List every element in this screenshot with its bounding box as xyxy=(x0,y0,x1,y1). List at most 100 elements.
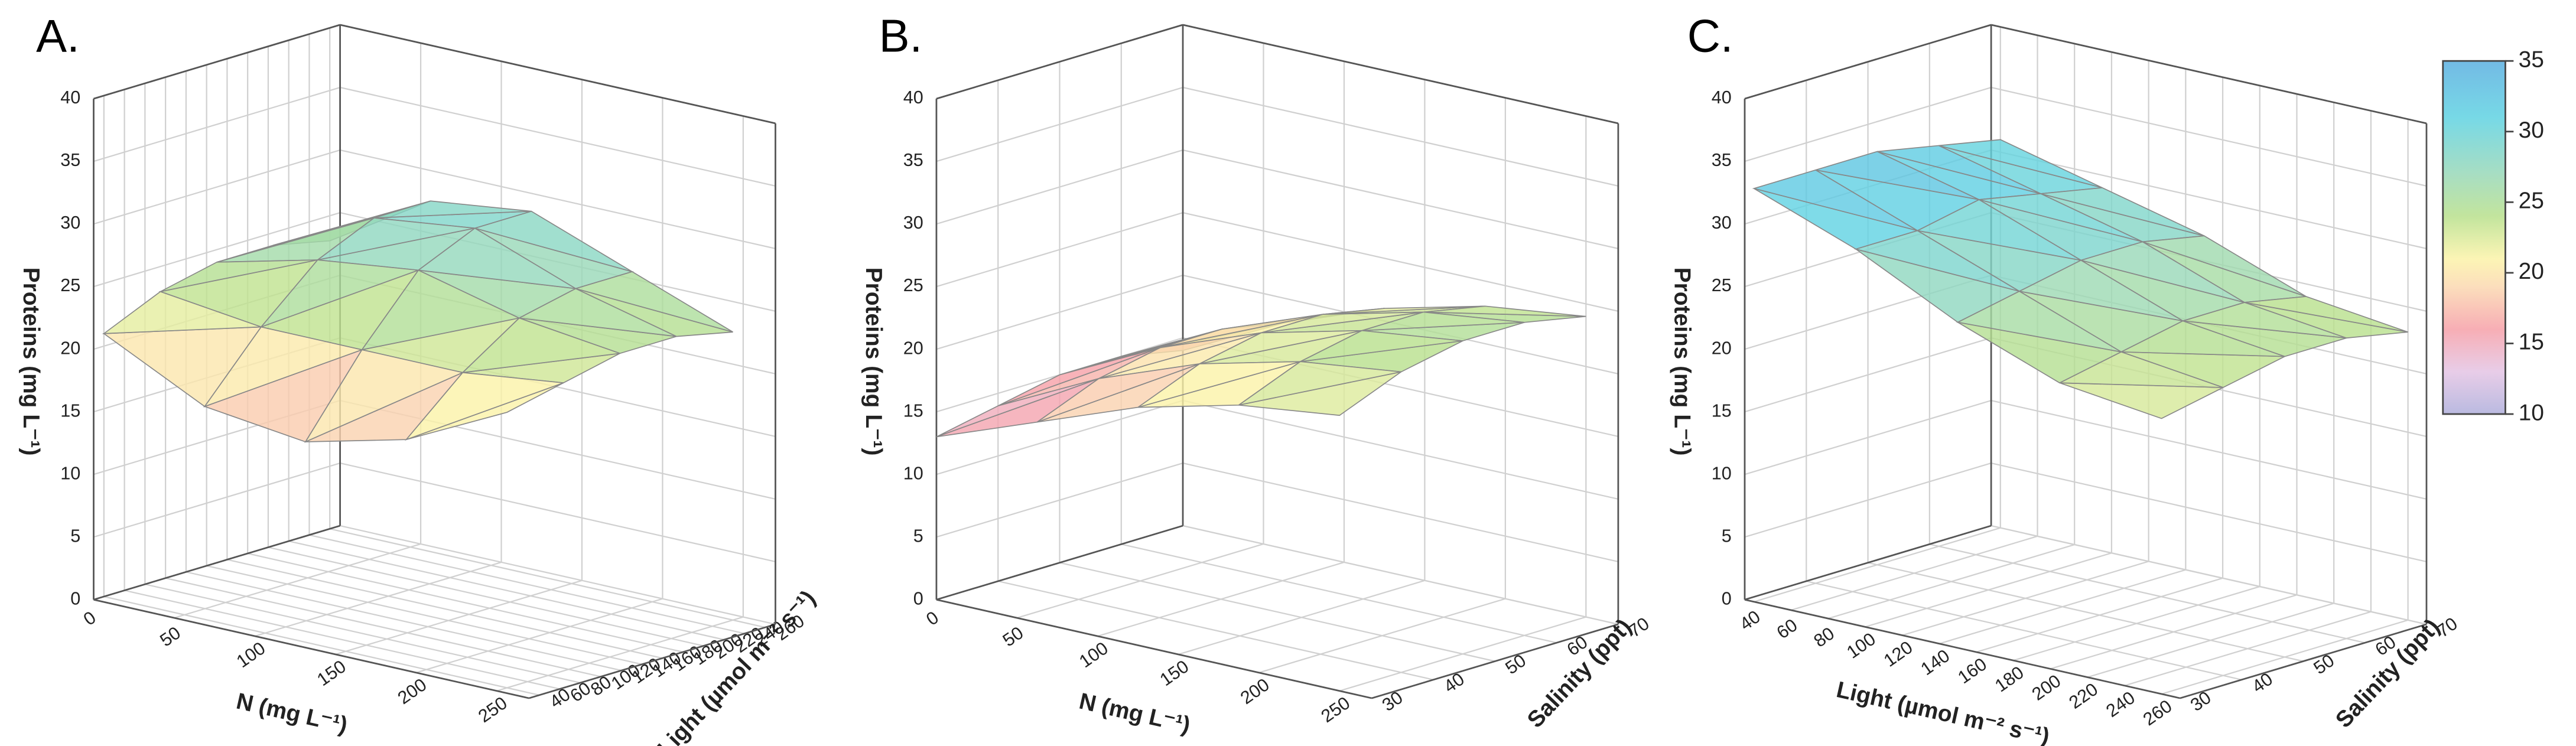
grid-line xyxy=(103,595,539,696)
z-tick-label: 15 xyxy=(903,400,923,421)
grid-line xyxy=(340,525,776,626)
grid-line xyxy=(186,571,622,672)
x-axis-label: N (mg L⁻¹) xyxy=(234,689,350,738)
x-tick-label: 80 xyxy=(1810,623,1838,651)
surface-cell xyxy=(2244,296,2408,333)
surface-cell xyxy=(1854,230,2020,292)
surface-cell xyxy=(1238,361,1401,406)
x-axis-label: N (mg L⁻¹) xyxy=(1076,689,1192,738)
colorbar xyxy=(2442,60,2506,415)
surface-cell xyxy=(1979,193,2143,243)
z-tick-label: 0 xyxy=(913,588,923,608)
surface-cell xyxy=(2142,235,2307,297)
surface-cell xyxy=(1261,311,1424,334)
surface-cell xyxy=(2018,259,2184,322)
grid-line xyxy=(206,565,642,665)
surface-cell xyxy=(1199,330,1362,364)
surface-cell xyxy=(203,326,364,408)
grid-line xyxy=(1182,525,1619,626)
x-tick-label: 220 xyxy=(2066,679,2102,713)
axis-line xyxy=(528,623,776,699)
axis-line xyxy=(1744,525,1992,601)
x-tick-label: 50 xyxy=(999,623,1027,650)
grid-line xyxy=(1990,149,2427,249)
surface-cell xyxy=(1815,151,1980,200)
surface-cell xyxy=(1877,145,2041,194)
grid-line xyxy=(1990,462,2427,563)
surface-cell xyxy=(517,288,677,337)
grid-line xyxy=(1868,562,2304,662)
x-tick-label: 180 xyxy=(1991,662,2027,696)
surface-cell xyxy=(574,271,733,333)
grid-line xyxy=(1182,149,1619,249)
grid-line xyxy=(936,400,1183,475)
grid-line xyxy=(93,86,340,162)
surface-cell xyxy=(404,372,564,441)
surface-cell xyxy=(1300,330,1463,362)
panel-title: B. xyxy=(879,11,923,62)
grid-line xyxy=(227,559,663,659)
surface-cell xyxy=(473,210,633,272)
axis-line xyxy=(2180,623,2427,699)
x-tick-label: 100 xyxy=(1843,629,1879,663)
grid-line xyxy=(1182,399,1619,500)
z-tick-label: 5 xyxy=(70,526,80,546)
z-tick-label: 0 xyxy=(70,588,80,608)
grid-line xyxy=(145,584,581,684)
z-tick-label: 40 xyxy=(903,87,923,107)
grid-line xyxy=(93,149,340,225)
axis-line xyxy=(1990,24,2427,125)
grid-line xyxy=(288,540,724,641)
colorbar-tick-label: 20 xyxy=(2519,259,2544,284)
grid-line xyxy=(936,86,1183,162)
grid-line xyxy=(415,598,663,673)
surface-cell xyxy=(936,378,1100,438)
grid-line xyxy=(1121,543,1557,644)
z-tick-label: 25 xyxy=(60,275,80,295)
z-tick-label: 30 xyxy=(903,213,923,233)
grid-line xyxy=(1744,86,1992,162)
surface-cell xyxy=(2059,351,2224,388)
surface-cell xyxy=(259,259,419,328)
axis-line xyxy=(340,24,776,125)
grid-line xyxy=(496,616,744,692)
surface-cell xyxy=(160,259,318,292)
surface-cell xyxy=(1915,199,2081,261)
surface-cell xyxy=(317,217,475,260)
grid-line xyxy=(997,580,1434,680)
z-tick-label: 40 xyxy=(1712,87,1732,107)
surface-cell xyxy=(1137,361,1301,408)
axis-line xyxy=(936,598,1372,699)
grid-line xyxy=(93,462,340,538)
x-tick-label: 250 xyxy=(1318,693,1354,727)
grid-line xyxy=(1182,211,1619,312)
x-tick-label: 60 xyxy=(1773,615,1801,643)
grid-line xyxy=(340,149,776,249)
surface-cell xyxy=(1423,305,1586,317)
x-tick-label: 100 xyxy=(1076,638,1112,672)
z-tick-label: 10 xyxy=(1712,463,1732,483)
surface-cell xyxy=(373,200,532,219)
surface-cell xyxy=(1322,305,1485,315)
grid-line xyxy=(174,543,421,619)
z-tick-label: 15 xyxy=(1712,400,1732,421)
axis-line xyxy=(93,525,340,601)
x-tick-label: 200 xyxy=(1237,675,1273,708)
x-tick-label: 160 xyxy=(1954,654,1990,688)
z-tick-label: 35 xyxy=(1712,150,1732,170)
surface-cell xyxy=(997,347,1161,406)
grid-line xyxy=(936,149,1183,225)
x-tick-label: 150 xyxy=(1156,656,1192,690)
grid-line xyxy=(1990,399,2427,500)
axis-line xyxy=(1182,24,1619,125)
surface-cell xyxy=(2079,241,2245,303)
surface-cell xyxy=(1361,311,1525,331)
surface-cell xyxy=(1160,314,1323,348)
surface-cell xyxy=(216,217,375,263)
z-tick-label: 5 xyxy=(1722,526,1732,546)
x-tick-label: 0 xyxy=(923,607,942,630)
z-tick-label: 5 xyxy=(913,526,923,546)
surface-cell xyxy=(1938,139,2103,188)
z-tick-label: 15 xyxy=(60,400,80,421)
